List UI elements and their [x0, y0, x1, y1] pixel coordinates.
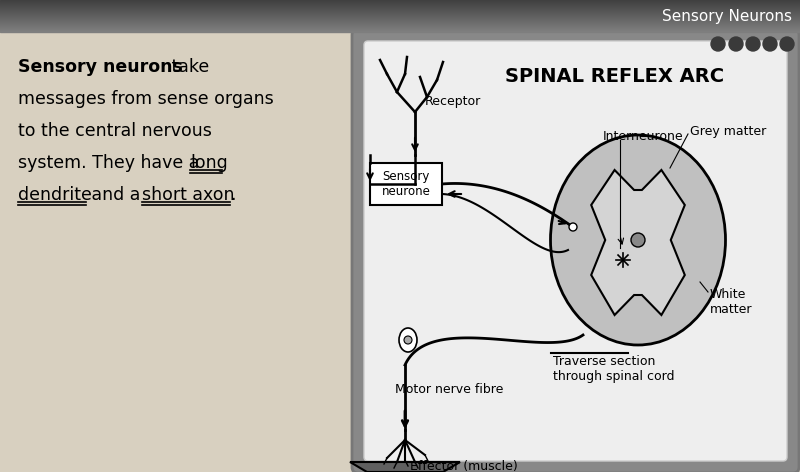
FancyBboxPatch shape [364, 41, 787, 461]
Circle shape [404, 336, 412, 344]
Bar [0, 8, 800, 9]
Bar [0, 10, 800, 11]
Bar [0, 20, 800, 21]
Ellipse shape [399, 328, 417, 352]
Text: long: long [190, 154, 228, 172]
Bar [0, 28, 800, 29]
Text: Sensory neurons: Sensory neurons [18, 58, 183, 76]
Bar [0, 12, 800, 13]
Bar [0, 31, 800, 32]
Bar [0, 13, 800, 14]
Circle shape [631, 233, 645, 247]
Bar [0, 4, 800, 5]
Text: Traverse section
through spinal cord: Traverse section through spinal cord [553, 355, 674, 383]
Bar [0, 25, 800, 26]
Bar [0, 11, 800, 12]
Circle shape [569, 223, 577, 231]
Text: dendrite: dendrite [18, 186, 92, 204]
Bar [0, 32, 355, 472]
Bar [0, 19, 800, 20]
Bar [370, 163, 442, 205]
Text: Motor nerve fibre: Motor nerve fibre [395, 383, 503, 396]
Bar [0, 21, 800, 22]
Bar [0, 7, 800, 8]
Text: Sensory
neurone: Sensory neurone [382, 170, 430, 198]
Polygon shape [350, 462, 460, 472]
Text: short axon: short axon [142, 186, 234, 204]
Text: SPINAL REFLEX ARC: SPINAL REFLEX ARC [506, 67, 725, 86]
Text: to the central nervous: to the central nervous [18, 122, 212, 140]
Circle shape [746, 37, 760, 51]
FancyBboxPatch shape [352, 29, 799, 472]
Text: .: . [230, 186, 235, 204]
Bar [0, 22, 800, 23]
Bar [0, 0, 800, 1]
Circle shape [763, 37, 777, 51]
Bar [0, 16, 800, 17]
Text: system. They have a: system. They have a [18, 154, 205, 172]
Ellipse shape [550, 135, 726, 345]
Bar [0, 15, 800, 16]
Bar [0, 5, 800, 6]
Text: and a: and a [86, 186, 146, 204]
Text: Effector (muscle): Effector (muscle) [410, 460, 518, 472]
Bar [0, 23, 800, 24]
Bar [0, 3, 800, 4]
Polygon shape [591, 170, 685, 315]
Circle shape [729, 37, 743, 51]
Text: Receptor: Receptor [425, 95, 482, 108]
Bar [0, 9, 800, 10]
Bar [0, 27, 800, 28]
Bar [0, 2, 800, 3]
Text: take: take [166, 58, 210, 76]
Bar [0, 1, 800, 2]
Bar [0, 30, 800, 31]
Text: messages from sense organs: messages from sense organs [18, 90, 274, 108]
Text: Interneurone: Interneurone [603, 130, 684, 143]
Bar [0, 24, 800, 25]
Bar [0, 26, 800, 27]
Circle shape [711, 37, 725, 51]
Text: White
matter: White matter [710, 288, 753, 316]
Bar [0, 17, 800, 18]
Bar [0, 14, 800, 15]
Bar [0, 18, 800, 19]
Circle shape [780, 37, 794, 51]
Bar [0, 6, 800, 7]
Text: Grey matter: Grey matter [690, 125, 766, 138]
Bar [0, 29, 800, 30]
Text: Sensory Neurons: Sensory Neurons [662, 8, 792, 24]
